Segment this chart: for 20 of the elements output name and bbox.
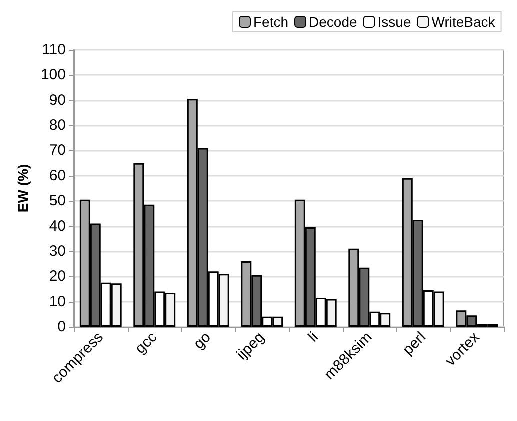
y-tick-label: 90 xyxy=(49,92,66,109)
y-axis-title: EW (%) xyxy=(15,164,32,213)
legend-label: Issue xyxy=(378,14,412,30)
legend-label: WriteBack xyxy=(432,14,496,30)
y-tick-label: 40 xyxy=(49,218,66,235)
x-tick-label: go xyxy=(190,328,214,353)
y-tick-label: 110 xyxy=(42,42,66,58)
legend-label: Fetch xyxy=(254,14,289,30)
y-tick-label: 80 xyxy=(49,117,66,134)
y-tick-label: 50 xyxy=(49,192,66,210)
y-tick-label: 70 xyxy=(49,142,66,160)
y-tick-label: 60 xyxy=(49,167,66,184)
y-tick-label: 100 xyxy=(40,66,66,84)
x-tick-label: gcc xyxy=(132,328,161,358)
x-tick-label: li xyxy=(305,328,322,346)
y-tick-label: 30 xyxy=(49,242,66,260)
y-tick-label: 0 xyxy=(58,318,66,336)
y-tick-label: 10 xyxy=(49,293,66,310)
y-tick-label: 20 xyxy=(49,268,66,286)
legend-label: Decode xyxy=(309,14,358,30)
